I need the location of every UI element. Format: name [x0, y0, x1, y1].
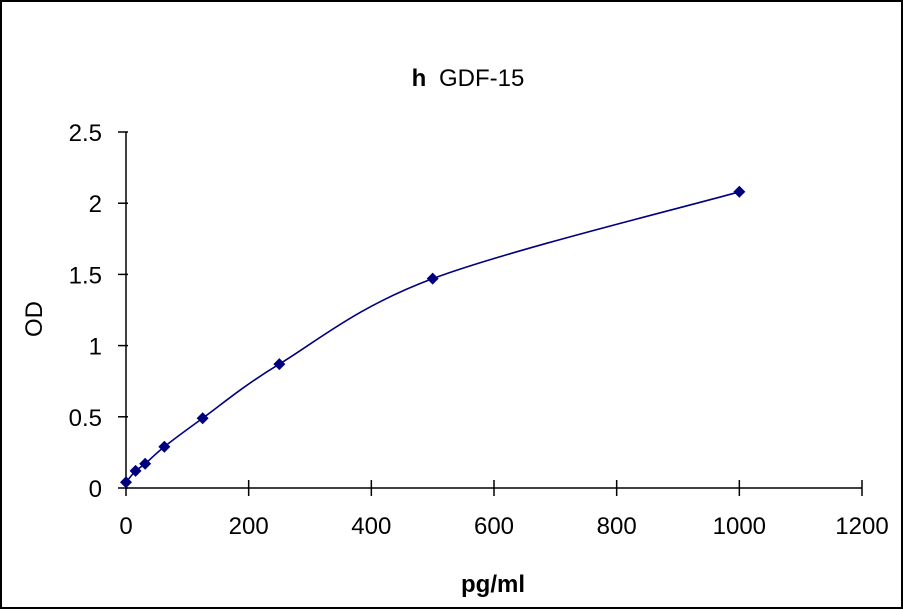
y-tick-label: 1.5 — [69, 262, 102, 289]
y-axis-label: OD — [21, 301, 48, 337]
x-tick-label: 400 — [351, 513, 391, 540]
y-tick-label: 2 — [89, 191, 102, 218]
y-tick-label: 1 — [89, 334, 102, 361]
y-tick-labels: 0 0.5 1 1.5 2 2.5 — [69, 120, 102, 503]
x-tick-label: 200 — [229, 513, 269, 540]
chart-title: h GDF-15 — [412, 65, 525, 92]
data-point-marker — [426, 272, 439, 285]
x-tick-label: 0 — [119, 513, 132, 540]
y-tick-label: 0 — [89, 476, 102, 503]
data-point-marker — [129, 464, 142, 477]
data-point-marker — [733, 185, 746, 198]
x-tick-labels: 0 200 400 600 800 1000 1200 — [119, 513, 888, 540]
data-point-marker — [139, 457, 152, 470]
y-tick-label: 2.5 — [69, 120, 102, 147]
data-point-marker — [120, 476, 132, 489]
series-line — [125, 191, 740, 483]
data-point-marker — [158, 440, 171, 453]
axes — [118, 131, 863, 496]
y-tick-label: 0.5 — [69, 405, 102, 432]
chart-title-prefix: h — [412, 65, 427, 92]
data-point-marker — [196, 412, 209, 425]
x-tick-label: 600 — [474, 513, 514, 540]
data-point-marker — [273, 358, 286, 371]
x-tick-label: 1200 — [835, 513, 888, 540]
x-tick-label: 800 — [597, 513, 637, 540]
x-axis-label: pg/ml — [461, 571, 525, 598]
x-tick-label: 1000 — [713, 513, 766, 540]
chart-title-main: GDF-15 — [439, 65, 524, 92]
series-layer — [120, 185, 746, 489]
